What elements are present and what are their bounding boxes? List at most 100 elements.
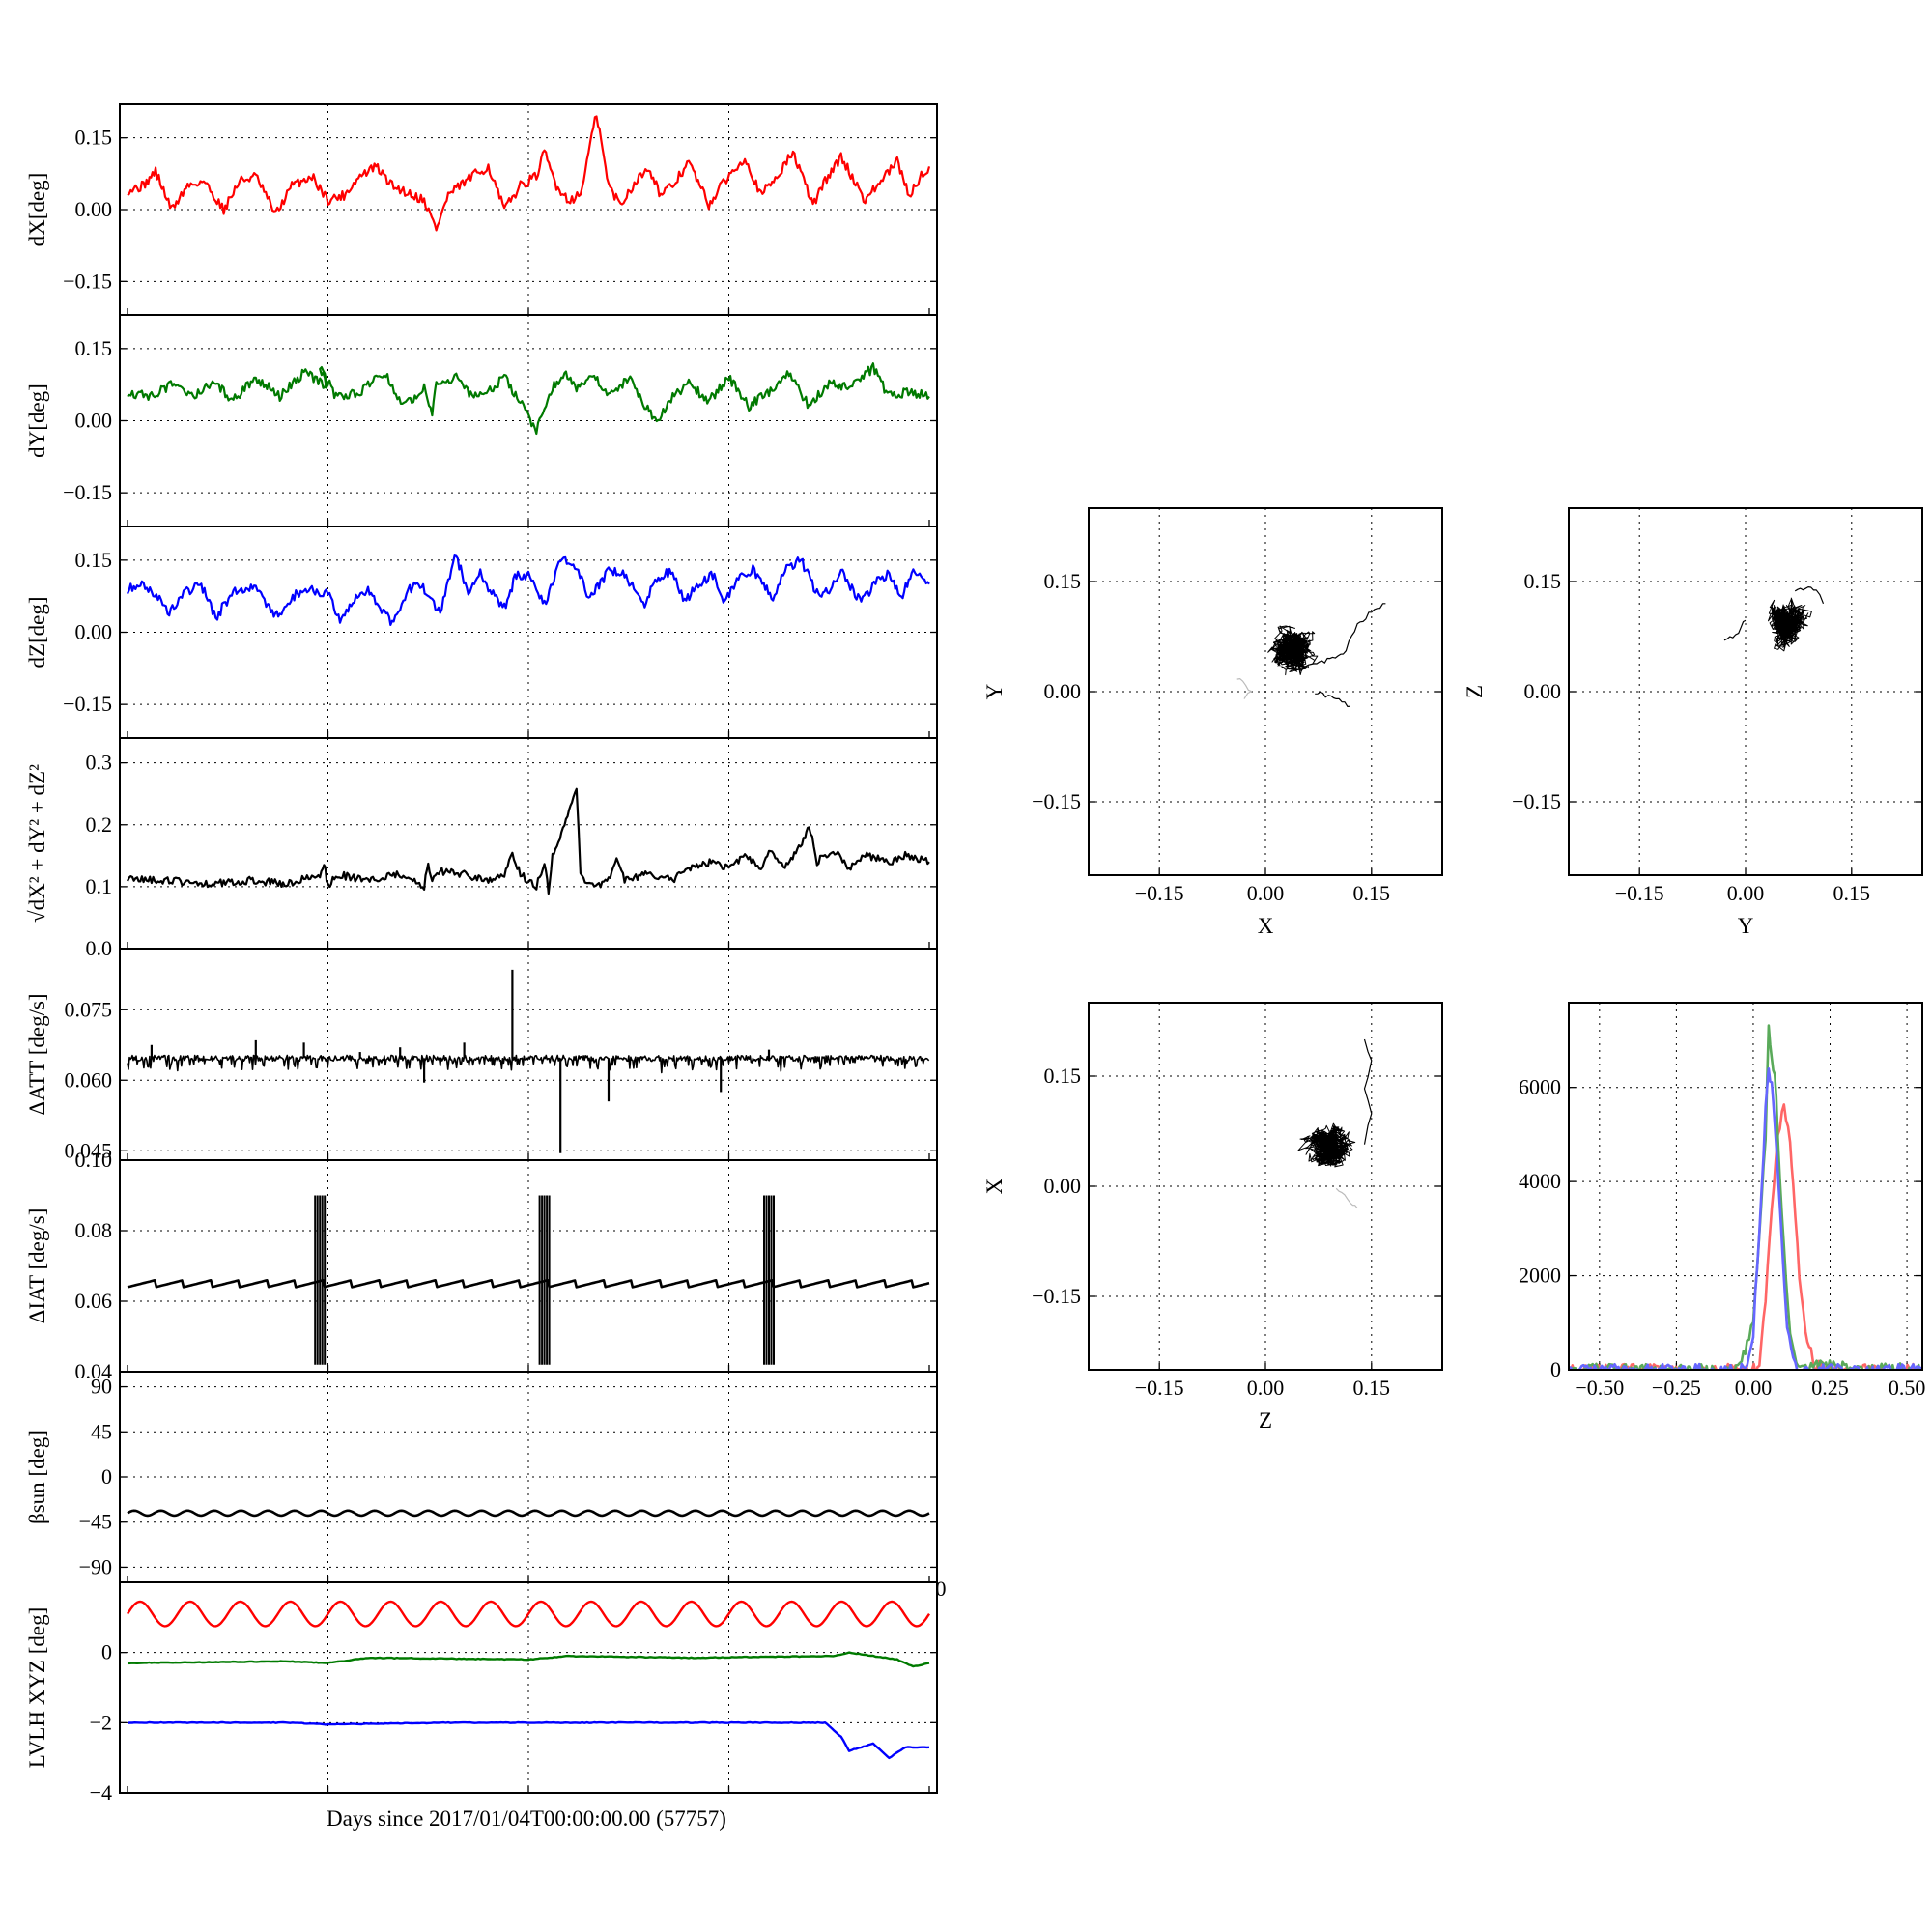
ytick-label: 0.0 [86, 936, 113, 960]
panel-hist: 0 2000 4000 6000 −0.50 −0.25 0.00 0.25 0.50 [1519, 1002, 1925, 1400]
axes-frame [1568, 1002, 1923, 1371]
data-layer [1569, 1024, 1922, 1370]
ytick-label: 0 [1550, 1357, 1561, 1381]
xtick-label: 0.15 [1353, 881, 1391, 905]
xtick-label: −0.15 [1615, 881, 1664, 905]
trajectory-tail [1363, 1038, 1373, 1145]
data-layer [1723, 585, 1825, 652]
data-layer [127, 362, 930, 436]
ytick-label: 0.00 [75, 409, 113, 433]
xtick-label: 0.00 [1247, 881, 1285, 905]
trajectory-tail [1315, 691, 1350, 708]
ytick-label: 0.06 [75, 1289, 113, 1313]
axes-frame [119, 1581, 938, 1794]
ytick-label: −0.15 [63, 480, 112, 504]
ylabel: ΔATT [deg/s] [25, 993, 49, 1115]
ytick-label: 0.045 [65, 1138, 113, 1162]
xtick-label: 0.15 [1833, 881, 1871, 905]
ytick-label: −0.15 [63, 692, 112, 716]
ytick-label: 0.15 [1524, 569, 1562, 593]
ylabel: Z [1463, 685, 1487, 698]
ytick-label: 0.00 [75, 197, 113, 221]
ytick-label: 0.15 [75, 548, 113, 572]
xtick-label: 0.15 [1353, 1376, 1391, 1400]
trajectory [1768, 597, 1812, 652]
panel-diat: 0.04 0.06 0.08 0.10 ΔIAT [deg/s] [25, 1148, 938, 1383]
ytick-label: −2 [90, 1710, 112, 1734]
ytick-label: 0.00 [1524, 679, 1562, 703]
ytick-label: 0.10 [75, 1148, 113, 1172]
ytick-label: 0.04 [75, 1359, 113, 1383]
panel-dy: −0.15 0.00 0.15 dY[deg] [25, 314, 938, 527]
panel-scatter_yz: −0.15 0.00 0.15 −0.15 0.00 0.15 Y Z [1463, 507, 1923, 938]
panel-lvlh: −4 −2 0 LVLH XYZ [deg] [25, 1581, 938, 1804]
series-line [127, 115, 931, 232]
trajectory-tail [1794, 585, 1825, 605]
panel-scatter_xy: −0.15 0.00 0.15 −0.15 0.00 0.15 X Y [982, 507, 1443, 938]
ylabel: dZ[deg] [25, 596, 49, 668]
axes-frame [119, 737, 938, 950]
ytick-label: −90 [79, 1554, 112, 1578]
ytick-label: 0.3 [86, 751, 113, 775]
data-layer [127, 969, 930, 1153]
ytick-label: 45 [91, 1419, 112, 1443]
ytick-label: 0.00 [1044, 679, 1082, 703]
ytick-label: 6000 [1519, 1075, 1561, 1099]
series-line [127, 1054, 930, 1074]
ylabel: ΔIAT [deg/s] [25, 1208, 49, 1324]
data-layer [127, 787, 930, 895]
ylabel: Y [982, 683, 1007, 699]
trajectory-tail [1723, 619, 1747, 641]
ytick-label: 0.075 [65, 997, 113, 1021]
xtick-label: 0.00 [1735, 1376, 1773, 1400]
xtick-label: 0.00 [1727, 881, 1765, 905]
panel-dx: −0.15 0.00 0.15 dX[deg] [25, 103, 938, 316]
data-layer [127, 115, 931, 232]
series-line [126, 554, 930, 627]
trajectory-tail [1300, 603, 1386, 672]
ytick-label: 4000 [1519, 1169, 1561, 1193]
ytick-label: 90 [91, 1375, 112, 1399]
axes-frame [119, 1159, 938, 1373]
data-layer [126, 554, 930, 627]
panel-norm: 0.0 0.1 0.2 0.3 √dX² + dY² + dZ² [25, 737, 938, 960]
ylabel: dY[deg] [25, 384, 49, 458]
hist-line [1569, 1103, 1922, 1370]
ytick-label: −0.15 [1032, 1284, 1081, 1308]
ytick-label: 0.00 [1044, 1174, 1082, 1198]
series-line [127, 1279, 930, 1289]
ytick-label: 0 [101, 1640, 112, 1664]
ytick-label: 0.08 [75, 1218, 113, 1242]
panel-beta: −90 −45 0 45 90 βsun [deg] [25, 1371, 938, 1583]
ytick-label: 0.2 [86, 812, 113, 837]
ytick-label: 0.15 [1044, 569, 1082, 593]
data-layer [1297, 1038, 1373, 1209]
xtick-label: 0.00 [1247, 1376, 1285, 1400]
bottom-xlabel: Days since 2017/01/04T00:00:00.00 (57757… [327, 1806, 726, 1831]
axes-frame [119, 948, 938, 1161]
ylabel: X [982, 1178, 1007, 1194]
ylabel: dX[deg] [25, 173, 49, 247]
ylabel: √dX² + dY² + dZ² [25, 764, 49, 923]
ytick-label: −0.15 [63, 269, 112, 293]
data-layer [127, 1600, 930, 1760]
ytick-label: −0.15 [1512, 789, 1561, 813]
trajectory [1267, 625, 1319, 676]
xlabel: Y [1738, 914, 1754, 938]
data-layer [127, 1509, 930, 1518]
series-line [127, 362, 930, 436]
hist-line [1569, 1024, 1922, 1370]
xtick-label: −0.15 [1135, 1376, 1184, 1400]
axes-frame [1088, 1002, 1443, 1371]
panel-dz: −0.15 0.00 0.15 dZ[deg] [25, 526, 938, 739]
trajectory [1297, 1122, 1356, 1168]
panel-scatter_zx: −0.15 0.00 0.15 −0.15 0.00 0.15 Z X [982, 1002, 1443, 1433]
hist-line [1569, 1067, 1922, 1370]
data-layer [1236, 603, 1386, 708]
xtick-label: −0.25 [1652, 1376, 1701, 1400]
stray-tick-label: 0 [936, 1577, 947, 1601]
xlabel: Z [1259, 1408, 1272, 1433]
ytick-label: −4 [90, 1780, 112, 1804]
trajectory-faint [1236, 677, 1253, 699]
